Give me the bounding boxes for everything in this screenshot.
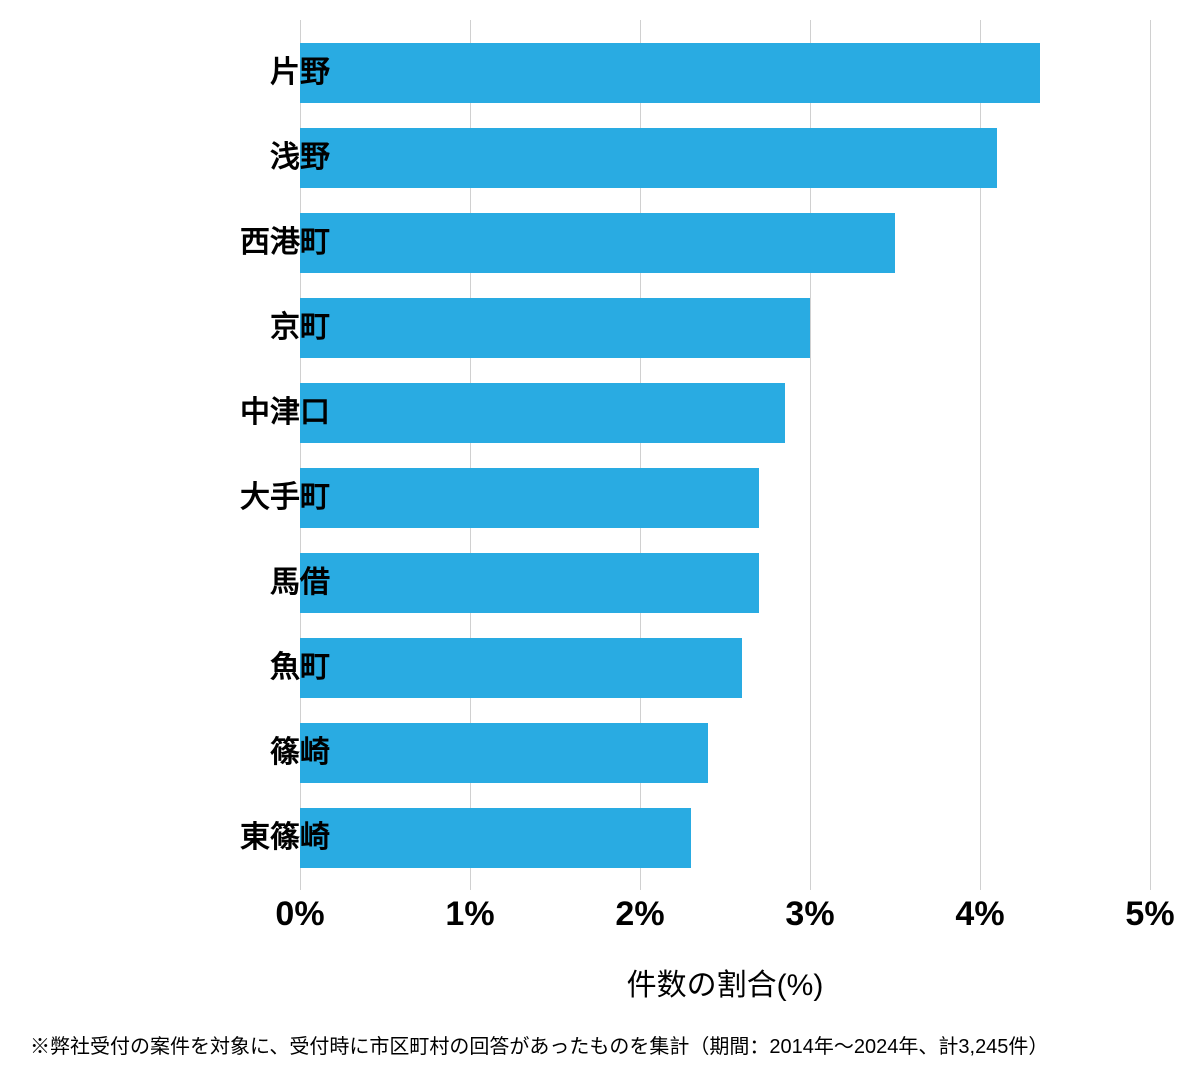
bar: [300, 128, 997, 188]
bar-row: [300, 723, 1150, 783]
bar-row: [300, 383, 1150, 443]
bars-container: [300, 20, 1150, 890]
bar-row: [300, 553, 1150, 613]
y-axis-label: 中津口: [50, 383, 330, 443]
bar-row: [300, 298, 1150, 358]
bar: [300, 298, 810, 358]
bar-row: [300, 213, 1150, 273]
y-axis-label: 片野: [50, 43, 330, 103]
y-axis-label: 浅野: [50, 128, 330, 188]
gridline: [1150, 20, 1151, 890]
bar: [300, 808, 691, 868]
x-axis: 0%1%2%3%4%5%: [300, 895, 1150, 945]
x-tick-label: 0%: [275, 895, 324, 934]
y-axis-label: 京町: [50, 298, 330, 358]
bar: [300, 638, 742, 698]
y-axis-label: 馬借: [50, 553, 330, 613]
bar: [300, 468, 759, 528]
y-axis-label: 大手町: [50, 468, 330, 528]
bar-row: [300, 808, 1150, 868]
footnote-text: ※弊社受付の案件を対象に、受付時に市区町村の回答があったものを集計（期間：201…: [30, 1030, 1048, 1059]
y-axis-label: 篠崎: [50, 723, 330, 783]
x-tick-label: 3%: [785, 895, 834, 934]
y-axis-label: 東篠崎: [50, 808, 330, 868]
x-axis-title: 件数の割合(%): [300, 960, 1150, 1004]
bar-row: [300, 43, 1150, 103]
x-tick-label: 4%: [955, 895, 1004, 934]
bar: [300, 213, 895, 273]
chart-plot-area: [300, 20, 1150, 890]
bar: [300, 553, 759, 613]
bar: [300, 43, 1040, 103]
x-tick-label: 1%: [445, 895, 494, 934]
x-tick-label: 5%: [1125, 895, 1174, 934]
bar-row: [300, 128, 1150, 188]
bar-row: [300, 638, 1150, 698]
bar: [300, 383, 785, 443]
y-axis-label: 西港町: [50, 213, 330, 273]
bar: [300, 723, 708, 783]
bar-row: [300, 468, 1150, 528]
y-axis-label: 魚町: [50, 638, 330, 698]
x-tick-label: 2%: [615, 895, 664, 934]
